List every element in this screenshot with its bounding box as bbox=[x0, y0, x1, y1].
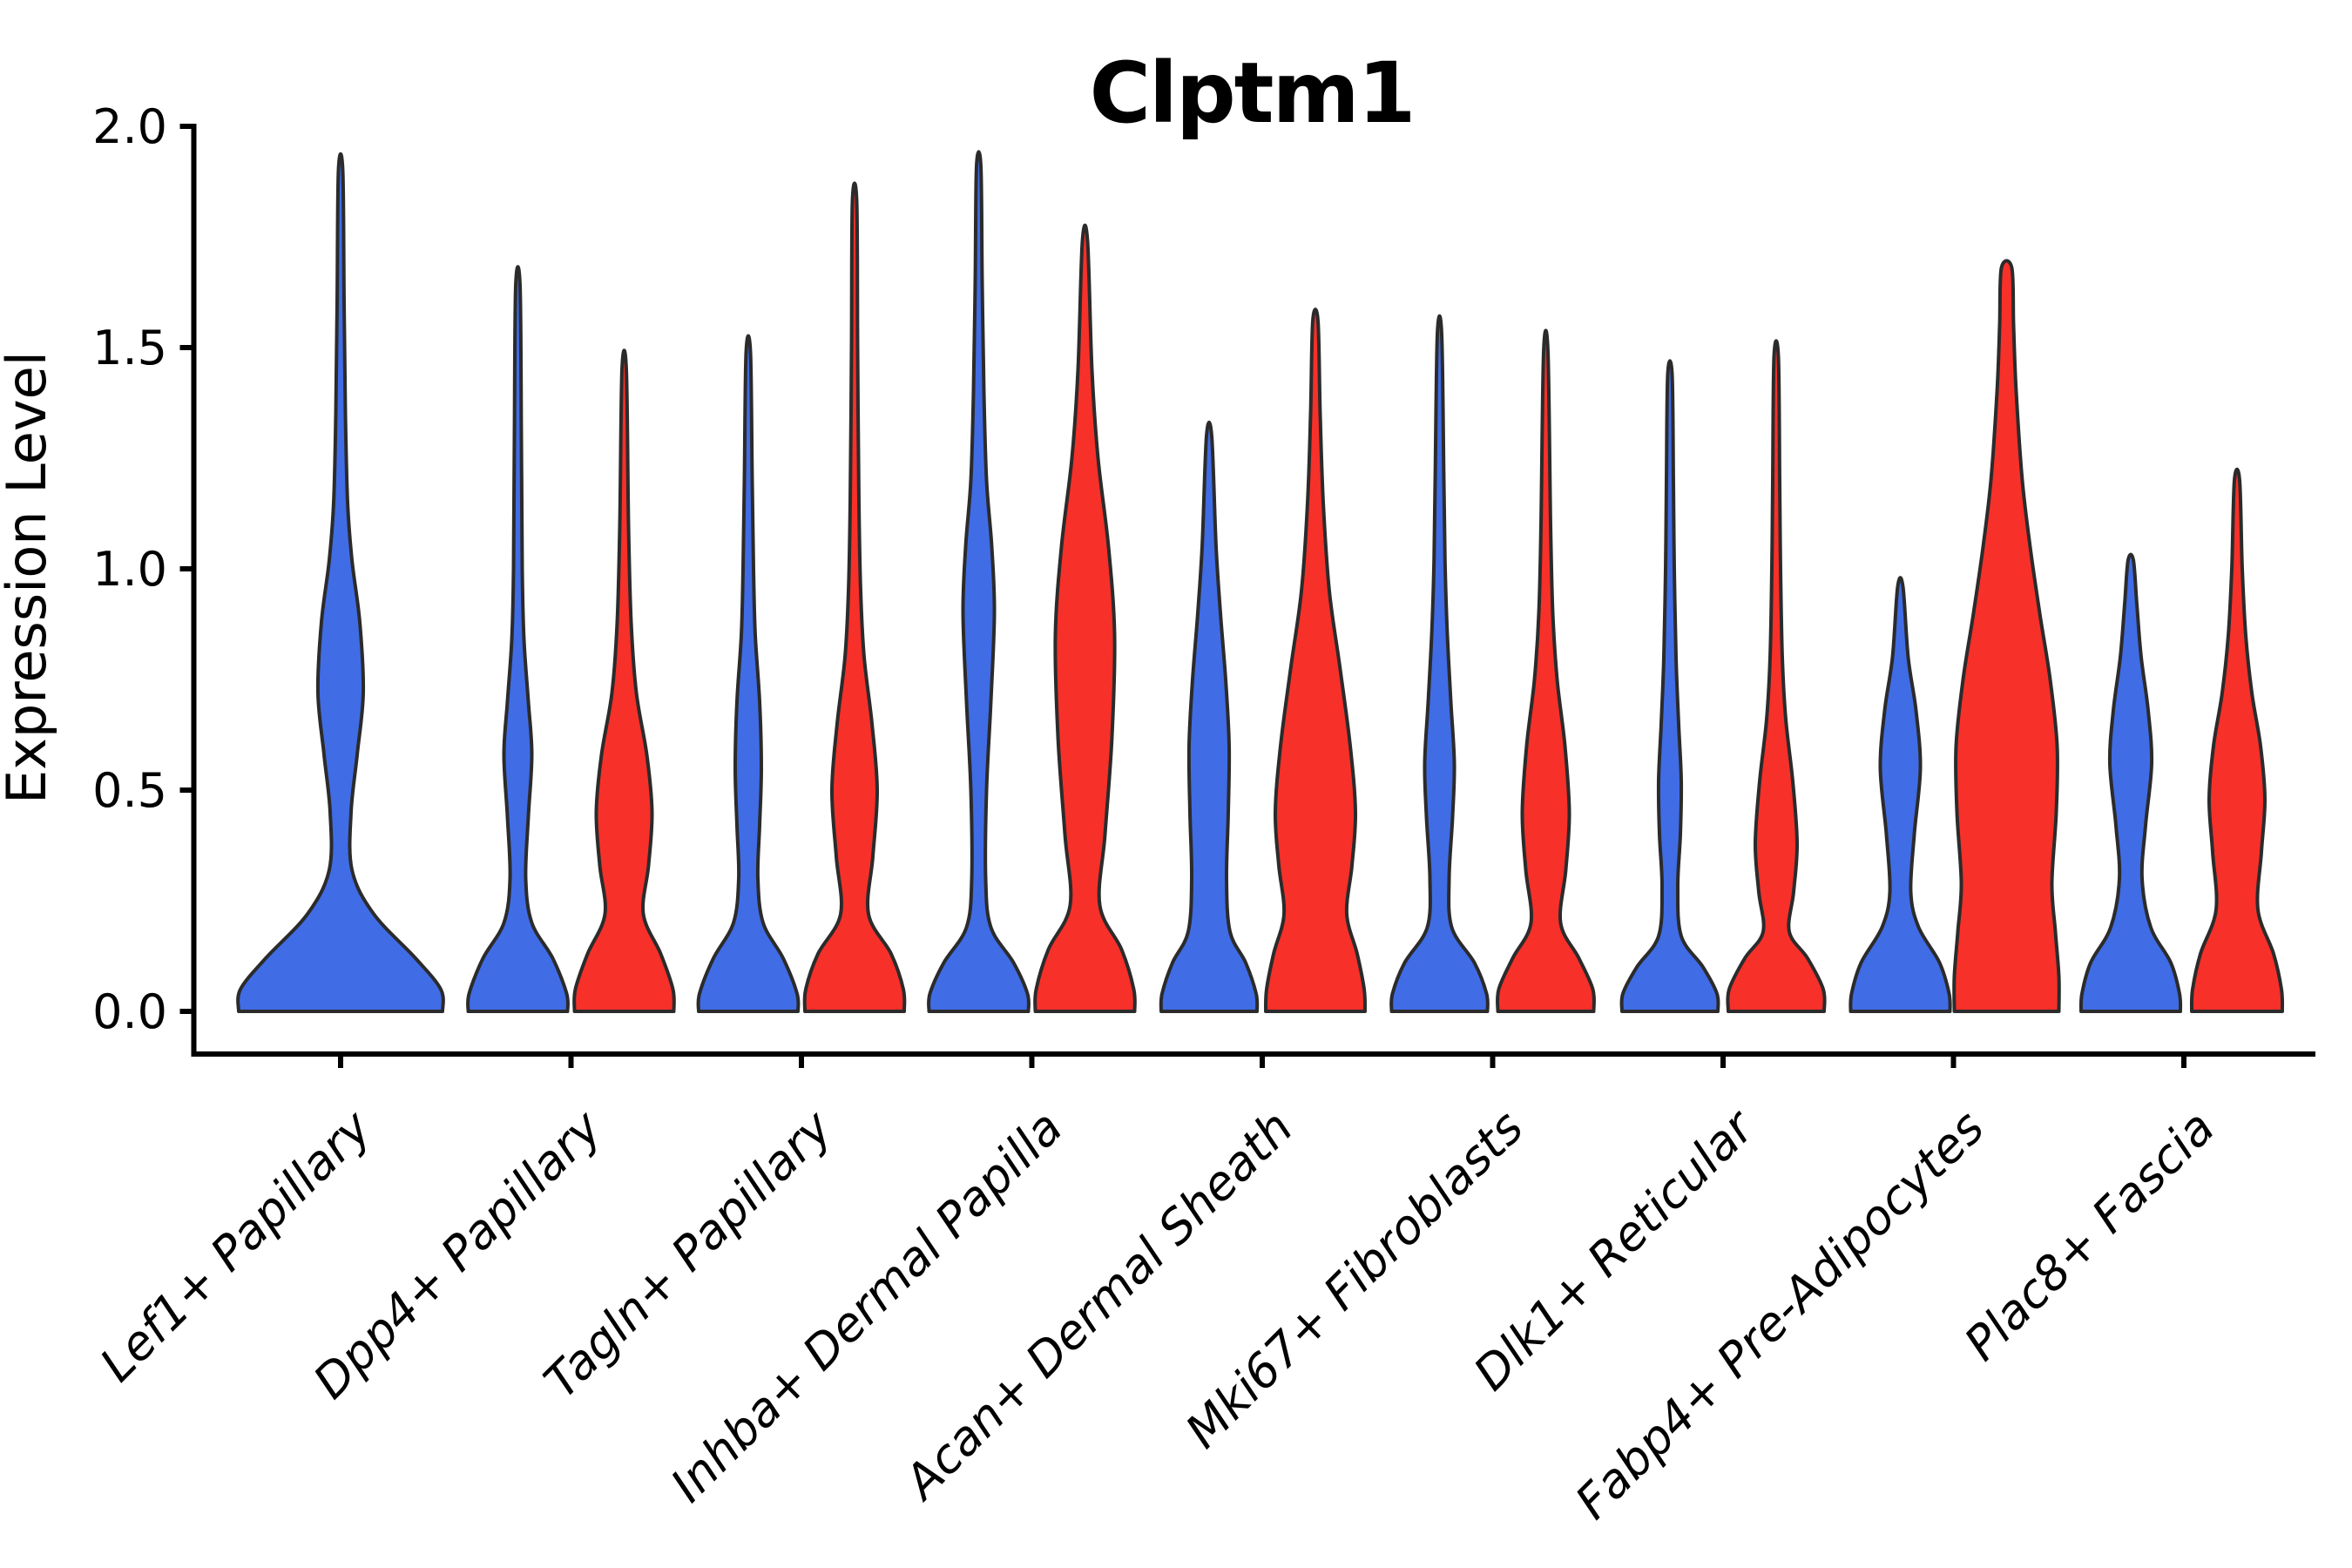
y-tick-label: 0.5 bbox=[92, 763, 167, 818]
x-tick-label: Acan+ Dermal Sheath bbox=[892, 1100, 1303, 1511]
x-tick-label: Fabp4+ Pre-Adipocytes bbox=[1565, 1100, 1994, 1530]
y-axis-label: Expression Level bbox=[0, 351, 58, 804]
violin-red-fabp4-pre-adipocytes bbox=[1952, 259, 2061, 1013]
y-tick-label: 2.0 bbox=[92, 99, 167, 154]
violin-blue-lef1-papillary bbox=[236, 152, 445, 1013]
x-tick-label: Plac8+ Fascia bbox=[1954, 1100, 2225, 1371]
violin-red-tagln-papillary bbox=[802, 181, 907, 1013]
y-tick-label: 1.0 bbox=[92, 542, 167, 597]
violin-red-mki67-fibroblasts bbox=[1496, 328, 1596, 1013]
violins-layer bbox=[236, 150, 2285, 1013]
violin-red-plac8-fascia bbox=[2189, 467, 2285, 1013]
violin-blue-plac8-fascia bbox=[2078, 552, 2183, 1013]
violin-red-inhba-dermal-papilla bbox=[1033, 223, 1137, 1013]
chart-title: Clptm1 bbox=[1090, 44, 1415, 142]
violin-blue-dlk1-reticular bbox=[1619, 359, 1720, 1013]
axes-layer bbox=[179, 124, 2315, 1068]
y-tick-label: 1.5 bbox=[92, 321, 167, 375]
violin-blue-acan-dermal-sheath bbox=[1159, 420, 1260, 1013]
x-tick-label: Inhba+ Dermal Papilla bbox=[660, 1100, 1073, 1513]
violin-blue-fabp4-pre-adipocytes bbox=[1848, 576, 1952, 1013]
violin-blue-inhba-dermal-papilla bbox=[927, 150, 1031, 1013]
violin-red-dpp4-papillary bbox=[572, 348, 676, 1013]
violin-red-acan-dermal-sheath bbox=[1264, 308, 1367, 1013]
violin-red-dlk1-reticular bbox=[1726, 339, 1827, 1013]
violin-blue-mki67-fibroblasts bbox=[1389, 314, 1490, 1013]
violin-blue-tagln-papillary bbox=[696, 334, 801, 1013]
y-tick-label: 0.0 bbox=[92, 984, 167, 1039]
violin-blue-dpp4-papillary bbox=[466, 265, 570, 1013]
